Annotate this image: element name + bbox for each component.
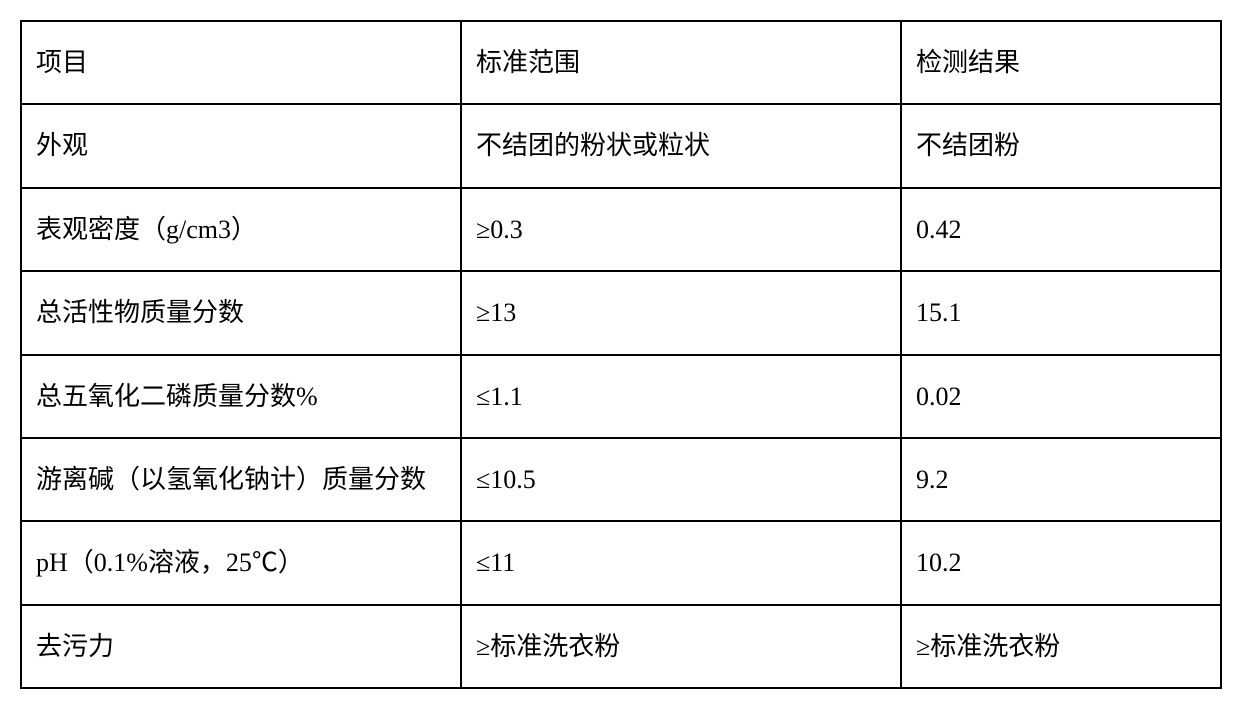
cell-standard: ≤1.1 (461, 355, 901, 438)
cell-result: 9.2 (901, 438, 1221, 521)
spec-table: 项目 标准范围 检测结果 外观 不结团的粉状或粒状 不结团粉 表观密度（g/cm… (20, 20, 1222, 689)
table-row: 游离碱（以氢氧化钠计）质量分数 ≤10.5 9.2 (21, 438, 1221, 521)
cell-standard: ≤10.5 (461, 438, 901, 521)
cell-item: 去污力 (21, 605, 461, 688)
table-header-row: 项目 标准范围 检测结果 (21, 21, 1221, 104)
cell-standard: ≥13 (461, 271, 901, 354)
table-row: 表观密度（g/cm3） ≥0.3 0.42 (21, 188, 1221, 271)
table-row: 外观 不结团的粉状或粒状 不结团粉 (21, 104, 1221, 187)
cell-standard: ≥0.3 (461, 188, 901, 271)
cell-item: 游离碱（以氢氧化钠计）质量分数 (21, 438, 461, 521)
table-row: 去污力 ≥标准洗衣粉 ≥标准洗衣粉 (21, 605, 1221, 688)
cell-standard: ≥标准洗衣粉 (461, 605, 901, 688)
cell-result: 0.42 (901, 188, 1221, 271)
cell-result: 15.1 (901, 271, 1221, 354)
col-header-item: 项目 (21, 21, 461, 104)
cell-standard: 不结团的粉状或粒状 (461, 104, 901, 187)
cell-item: 外观 (21, 104, 461, 187)
cell-result: 10.2 (901, 521, 1221, 604)
col-header-result: 检测结果 (901, 21, 1221, 104)
cell-item: 总五氧化二磷质量分数% (21, 355, 461, 438)
table-row: 总五氧化二磷质量分数% ≤1.1 0.02 (21, 355, 1221, 438)
cell-result: ≥标准洗衣粉 (901, 605, 1221, 688)
cell-result: 0.02 (901, 355, 1221, 438)
cell-item: pH（0.1%溶液，25℃） (21, 521, 461, 604)
table-row: 总活性物质量分数 ≥13 15.1 (21, 271, 1221, 354)
cell-result: 不结团粉 (901, 104, 1221, 187)
col-header-standard: 标准范围 (461, 21, 901, 104)
table-row: pH（0.1%溶液，25℃） ≤11 10.2 (21, 521, 1221, 604)
cell-standard: ≤11 (461, 521, 901, 604)
cell-item: 总活性物质量分数 (21, 271, 461, 354)
cell-item: 表观密度（g/cm3） (21, 188, 461, 271)
